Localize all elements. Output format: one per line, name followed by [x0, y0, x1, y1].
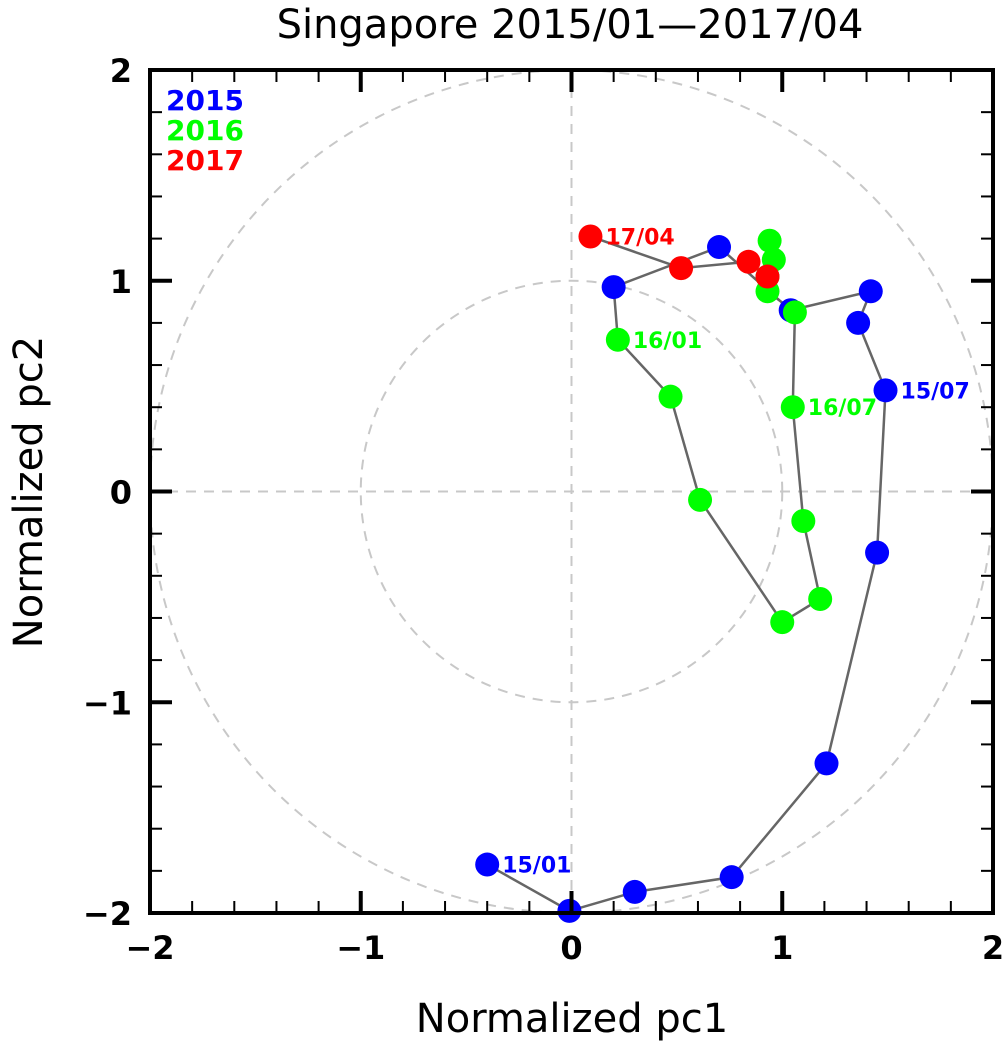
y-tick-label: −2	[83, 895, 132, 933]
point-label-16-07: 16/07	[808, 396, 877, 421]
data-point-15-09	[858, 279, 883, 304]
x-tick-label: 1	[771, 929, 793, 967]
data-point-16-03	[688, 487, 713, 512]
point-label-15-01: 15/01	[502, 854, 571, 879]
data-point-15-07	[873, 378, 898, 403]
y-tick-label: 2	[110, 52, 132, 90]
data-point-16-01	[605, 327, 630, 352]
chart-title: Singapore 2015/01—2017/04	[277, 2, 864, 48]
data-point-16-05	[808, 586, 833, 611]
data-point-15-01	[475, 852, 500, 877]
point-label-15-07: 15/07	[901, 379, 970, 404]
data-point-15-08	[846, 310, 871, 335]
data-point-16-04	[770, 610, 795, 635]
data-point-16-08	[782, 300, 807, 325]
y-tick-label: 1	[110, 263, 132, 301]
data-point-17-03	[669, 256, 694, 281]
x-tick-label: −2	[125, 929, 174, 967]
data-point-17-02	[736, 249, 761, 274]
data-point-15-05	[814, 751, 839, 776]
x-tick-label: 2	[982, 929, 1004, 967]
points	[475, 224, 898, 923]
ticks	[148, 68, 995, 915]
legend-entry-2015: 2015	[166, 84, 244, 117]
y-axis-label: Normalized pc2	[6, 336, 52, 648]
tick-labels: −2 −1 0 1 2 −2 −1 0 1 2	[83, 52, 1004, 967]
x-tick-label: 0	[560, 929, 582, 967]
data-point-17-04	[578, 224, 603, 249]
legend-entry-2017: 2017	[166, 144, 244, 177]
data-point-16-07	[780, 395, 805, 420]
point-label-17-04: 17/04	[605, 225, 674, 250]
y-tick-label: 0	[110, 474, 132, 512]
point-label-16-01: 16/01	[633, 329, 702, 354]
point-labels: 15/01 15/07 16/01 16/07 17/04	[502, 225, 970, 878]
x-axis-label: Normalized pc1	[416, 996, 728, 1042]
data-point-15-11	[707, 235, 732, 260]
y-tick-label: −1	[83, 684, 132, 722]
grid	[149, 69, 994, 914]
data-point-15-04	[719, 865, 744, 890]
data-point-16-02	[658, 384, 683, 409]
data-point-15-12	[601, 275, 626, 300]
data-point-16-06	[791, 509, 816, 534]
data-point-15-03	[622, 879, 647, 904]
data-point-15-02	[557, 898, 582, 923]
data-point-16-12	[757, 228, 782, 253]
data-point-17-01	[755, 264, 780, 289]
data-point-15-06	[865, 540, 890, 565]
legend-entry-2016: 2016	[166, 114, 244, 147]
x-tick-label: −1	[336, 929, 385, 967]
